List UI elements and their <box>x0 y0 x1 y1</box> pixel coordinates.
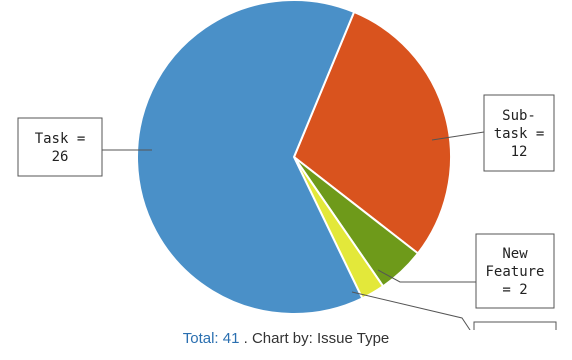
slice-label-text: New <box>502 246 528 262</box>
label-box <box>475 233 555 309</box>
chart-footer: Total: 41 . Chart by: Issue Type <box>0 330 572 347</box>
slice-label-text: 26 <box>52 149 69 165</box>
label-box <box>17 117 103 177</box>
slice-label-text: Feature <box>485 264 544 280</box>
slice-label-text: Sub- <box>502 108 536 124</box>
leader-line <box>351 291 471 330</box>
label-box <box>483 94 555 172</box>
slice-label-text: Bug = 1 <box>485 329 544 330</box>
label-box <box>473 321 557 330</box>
pie-chart: Task = 26 Sub-task = 12 New Feature = 2 Bug = 1 <box>17 0 557 330</box>
total-value: 41 <box>222 330 240 347</box>
pie-slice-sub-task[interactable] <box>292 10 452 255</box>
slice-label-text: 12 <box>511 144 528 160</box>
slice-labels: Task = 26 Sub-task = 12 New Feature = 2 Bug = 1 <box>17 94 557 330</box>
slice-label-text: Task = <box>35 131 86 147</box>
leader-line <box>431 131 485 141</box>
pie-slice-task[interactable] <box>136 0 364 315</box>
slice-label-text: = 2 <box>502 282 527 298</box>
pie-slices <box>136 0 452 315</box>
chart-by-text: . Chart by: Issue Type <box>243 330 390 347</box>
total-link[interactable]: Total: 41 <box>183 330 240 347</box>
slice-label-text: task = <box>494 126 545 142</box>
leader-line <box>377 269 476 283</box>
total-label: Total: <box>182 330 219 347</box>
